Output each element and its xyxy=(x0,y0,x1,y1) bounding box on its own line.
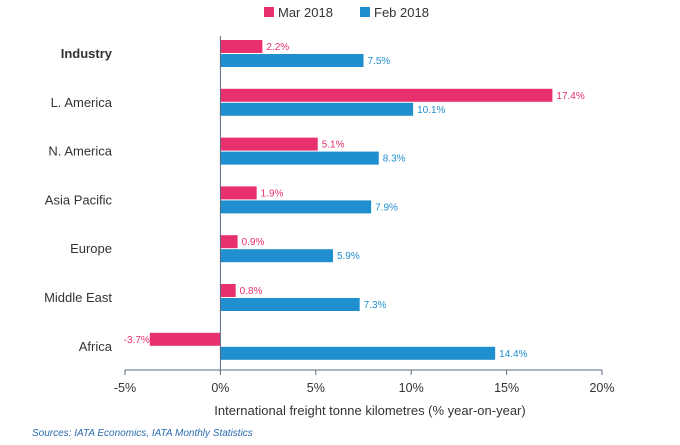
bar-1-4 xyxy=(220,249,333,263)
bar-1-0 xyxy=(220,54,364,67)
x-axis-label: International freight tonne kilometres (… xyxy=(214,403,525,418)
bar-1-1 xyxy=(220,102,414,116)
value-label-1-0: 7.5% xyxy=(368,56,391,67)
bar-0-4 xyxy=(220,235,238,249)
x-tick-label-2: 5% xyxy=(307,381,325,395)
category-label-5: Middle East xyxy=(44,290,112,305)
value-label-1-4: 5.9% xyxy=(337,251,360,262)
value-label-0-0: 2.2% xyxy=(266,42,289,53)
bar-0-3 xyxy=(220,186,257,200)
value-label-0-2: 5.1% xyxy=(322,140,345,151)
legend: Mar 2018 Feb 2018 xyxy=(264,5,429,20)
bar-1-3 xyxy=(220,200,372,214)
source-note: Sources: IATA Economics, IATA Monthly St… xyxy=(32,428,253,439)
legend-swatch-0 xyxy=(264,7,274,17)
bar-1-6 xyxy=(220,346,496,360)
x-tick-label-4: 15% xyxy=(494,381,519,395)
category-label-4: Europe xyxy=(70,241,112,256)
bars-group: 2.2% 7.5% 17.4% 10.1% 5.1% 8.3% 1.9% 7.9% 0.9% 5.… xyxy=(124,40,585,360)
x-tick-label-1: 0% xyxy=(211,381,229,395)
bar-0-5 xyxy=(220,284,236,297)
value-label-0-6: -3.7% xyxy=(124,335,150,346)
legend-label-1: Feb 2018 xyxy=(374,5,429,20)
x-tick-label-0: -5% xyxy=(114,381,136,395)
category-labels: Industry L. America N. America Asia Pacific… xyxy=(44,46,113,354)
value-label-0-3: 1.9% xyxy=(261,188,284,199)
value-label-1-6: 14.4% xyxy=(499,349,527,360)
value-label-1-3: 7.9% xyxy=(375,202,398,213)
x-tick-label-5: 20% xyxy=(589,381,614,395)
bar-1-5 xyxy=(220,298,360,311)
category-label-1: L. America xyxy=(51,95,113,110)
value-label-1-5: 7.3% xyxy=(364,300,387,311)
category-label-3: Asia Pacific xyxy=(45,192,113,207)
x-tick-label-3: 10% xyxy=(399,381,424,395)
value-label-1-2: 8.3% xyxy=(383,154,406,165)
bar-0-6 xyxy=(149,332,221,346)
category-label-0: Industry xyxy=(61,46,113,61)
value-label-0-5: 0.8% xyxy=(240,286,263,297)
value-label-0-1: 17.4% xyxy=(556,91,584,102)
bar-0-0 xyxy=(220,40,263,53)
bar-0-1 xyxy=(220,88,553,102)
legend-label-0: Mar 2018 xyxy=(278,5,333,20)
legend-swatch-1 xyxy=(360,7,370,17)
category-label-6: Africa xyxy=(79,339,113,354)
bar-0-2 xyxy=(220,137,318,151)
value-label-0-4: 0.9% xyxy=(242,237,265,248)
value-label-1-1: 10.1% xyxy=(417,105,445,116)
bar-1-2 xyxy=(220,151,379,165)
x-axis: -5% 0% 5% 10% 15% 20% xyxy=(114,36,615,395)
category-label-2: N. America xyxy=(48,144,112,159)
